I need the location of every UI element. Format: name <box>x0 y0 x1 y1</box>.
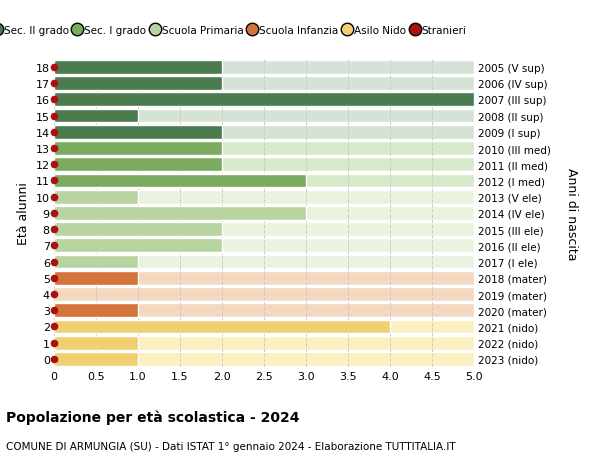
Bar <box>54 271 474 285</box>
Bar <box>54 109 474 123</box>
Bar <box>54 207 474 220</box>
Bar <box>54 93 474 107</box>
Text: Popolazione per età scolastica - 2024: Popolazione per età scolastica - 2024 <box>6 410 299 425</box>
Bar <box>54 239 222 253</box>
Bar <box>54 158 474 172</box>
Bar <box>54 223 222 236</box>
Y-axis label: Anni di nascita: Anni di nascita <box>565 167 578 260</box>
Bar <box>54 77 474 91</box>
Legend: Sec. II grado, Sec. I grado, Scuola Primaria, Scuola Infanzia, Asilo Nido, Stran: Sec. II grado, Sec. I grado, Scuola Prim… <box>0 22 471 40</box>
Bar <box>54 352 474 366</box>
Text: COMUNE DI ARMUNGIA (SU) - Dati ISTAT 1° gennaio 2024 - Elaborazione TUTTITALIA.I: COMUNE DI ARMUNGIA (SU) - Dati ISTAT 1° … <box>6 441 455 451</box>
Bar <box>54 174 306 188</box>
Bar <box>54 93 474 107</box>
Y-axis label: Età alunni: Età alunni <box>17 182 30 245</box>
Bar <box>54 336 474 350</box>
Bar <box>54 190 138 204</box>
Bar <box>54 190 474 204</box>
Bar <box>54 77 222 91</box>
Bar <box>54 126 474 140</box>
Bar <box>54 207 306 220</box>
Bar <box>54 61 474 75</box>
Bar <box>54 255 138 269</box>
Bar <box>54 352 138 366</box>
Bar <box>54 142 474 156</box>
Bar <box>54 239 474 253</box>
Bar <box>54 142 222 156</box>
Bar <box>54 223 474 236</box>
Bar <box>54 158 222 172</box>
Bar <box>54 304 474 318</box>
Bar <box>54 109 138 123</box>
Bar <box>54 336 138 350</box>
Bar <box>54 126 222 140</box>
Bar <box>54 271 138 285</box>
Bar <box>54 304 138 318</box>
Bar <box>54 287 474 301</box>
Bar <box>54 174 474 188</box>
Bar <box>54 320 474 334</box>
Bar <box>54 255 474 269</box>
Bar <box>54 61 222 75</box>
Bar <box>54 320 390 334</box>
